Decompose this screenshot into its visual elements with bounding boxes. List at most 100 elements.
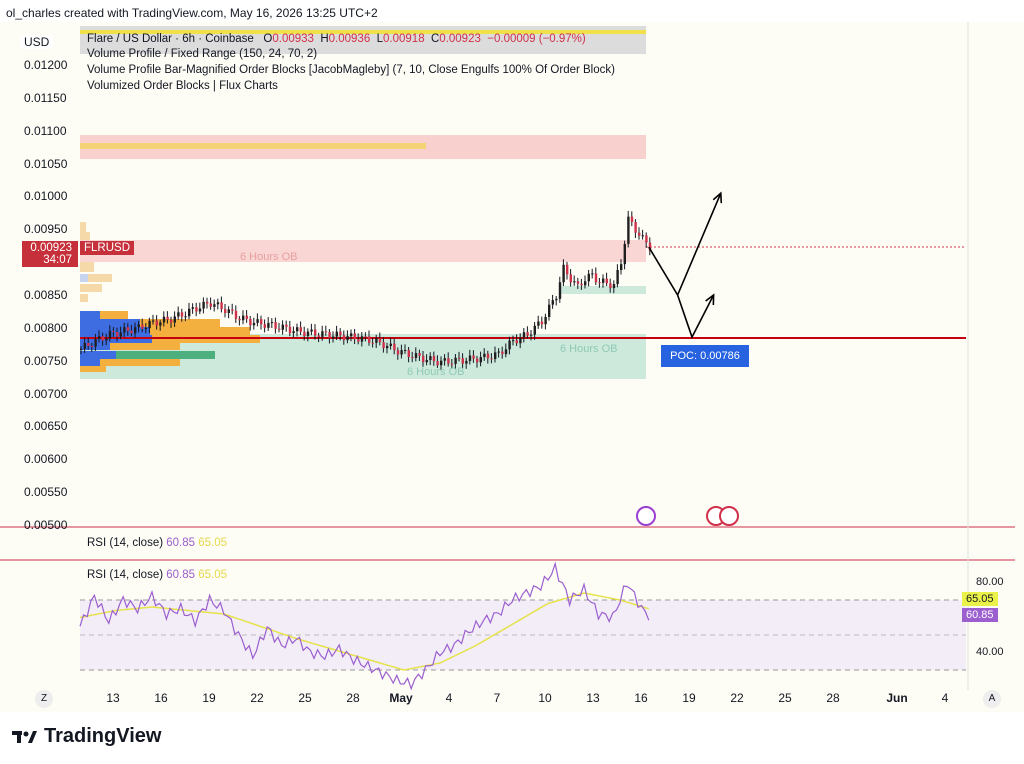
rsi-pane2-label[interactable]: RSI (14, close) 60.85 65.05	[87, 569, 228, 581]
projection-path	[648, 192, 722, 297]
candle-body	[468, 355, 472, 361]
low-value: 0.00918	[383, 33, 425, 45]
candle-body	[231, 309, 234, 311]
candle-body	[537, 321, 540, 326]
candle-body	[580, 283, 583, 286]
candle-body	[119, 332, 122, 337]
candle-body	[166, 316, 169, 320]
candle-body	[558, 282, 562, 299]
candle-body	[206, 301, 209, 304]
candle-body	[148, 320, 151, 329]
rsi-badge: 60.85	[962, 608, 998, 622]
candle-body	[285, 324, 288, 327]
candle-body	[508, 340, 511, 350]
candle-body	[83, 343, 86, 349]
candle-body	[184, 316, 187, 318]
candle-body	[267, 322, 270, 328]
projection-arrowhead	[705, 293, 715, 306]
zoom-button[interactable]: Z	[35, 690, 53, 708]
ob-zone-top-yellow	[80, 143, 426, 149]
candle-body	[476, 358, 479, 363]
candle-body	[360, 336, 364, 342]
candle-body	[108, 331, 112, 339]
candle-body	[422, 355, 425, 363]
y-tick-label: 0.01150	[24, 90, 67, 105]
currency-label[interactable]: USD	[20, 35, 54, 49]
ob-label-1: 6 Hours OB	[240, 251, 298, 263]
candle-body	[288, 326, 292, 334]
candle-body	[335, 331, 338, 337]
x-tick-label: 22	[250, 691, 264, 705]
indicator-flux-charts[interactable]: Volumized Order Blocks | Flux Charts	[87, 80, 278, 92]
candle-body	[440, 360, 443, 366]
ob-zone-resistance	[80, 240, 646, 262]
x-tick-label: 25	[778, 691, 792, 705]
candle-body	[94, 339, 97, 347]
poc-label: POC: 0.00786	[661, 345, 749, 367]
candle-body	[213, 304, 216, 307]
candle-body	[461, 358, 464, 364]
x-tick-label: 19	[202, 691, 216, 705]
candle-body	[630, 216, 634, 222]
y-tick-label: 0.00700	[24, 386, 68, 401]
candle-body	[90, 345, 94, 347]
candle-body	[598, 282, 601, 284]
candle-body	[321, 331, 324, 337]
x-tick-label: 4	[941, 691, 949, 705]
candle-body	[612, 284, 616, 289]
x-tick-label: 13	[586, 691, 600, 705]
candle-body	[134, 327, 137, 334]
candle-body	[576, 281, 580, 284]
candle-body	[483, 353, 486, 358]
auto-scale-button[interactable]: A	[983, 690, 1001, 708]
symbol-title[interactable]: Flare / US Dollar · 6h · Coinbase	[87, 33, 254, 45]
candle-body	[472, 355, 475, 359]
x-tick-label: 28	[826, 691, 840, 705]
y-tick-label: 0.00600	[24, 452, 68, 467]
rsi-pane1-label[interactable]: RSI (14, close) 60.85 65.05	[87, 537, 228, 549]
candle-body	[450, 363, 454, 365]
indicator-volume-profile[interactable]: Volume Profile / Fixed Range (150, 24, 7…	[87, 48, 318, 60]
candle-body	[263, 324, 266, 328]
candle-body	[522, 332, 526, 338]
x-tick-label: 25	[298, 691, 312, 705]
candle-body	[346, 336, 349, 341]
candle-body	[519, 337, 522, 344]
candle-body	[645, 235, 648, 243]
candle-body	[162, 316, 166, 323]
legend: Flare / US Dollar · 6h · Coinbase O0.009…	[80, 26, 646, 54]
x-tick-label: 28	[346, 691, 360, 705]
candle-body	[609, 283, 612, 289]
indicator-order-blocks[interactable]: Volume Profile Bar-Magnified Order Block…	[87, 64, 615, 76]
candle-body	[526, 332, 529, 336]
candle-body	[173, 316, 176, 323]
candle-body	[260, 319, 263, 325]
candle-body	[105, 338, 108, 341]
candle-body	[515, 340, 518, 344]
candle-body	[252, 322, 256, 326]
candle-body	[357, 339, 360, 342]
y-tick-label: 0.00850	[24, 288, 68, 302]
event-icon[interactable]	[636, 506, 656, 526]
candle-body	[602, 278, 605, 283]
candle-body	[501, 351, 504, 355]
candles	[80, 210, 652, 371]
candle-body	[249, 318, 252, 326]
candle-body	[555, 298, 558, 301]
candle-body	[418, 353, 421, 356]
candle-body	[278, 328, 281, 330]
event-icon-us2[interactable]	[719, 506, 739, 526]
candle-body	[465, 360, 468, 364]
candle-body	[494, 352, 497, 360]
symbol-tag: FLRUSD	[80, 241, 135, 255]
candle-body	[533, 325, 536, 335]
candle-body	[386, 345, 389, 349]
candle-body	[123, 327, 126, 333]
candle-body	[404, 349, 407, 351]
tradingview-logo[interactable]: TradingView	[12, 725, 161, 748]
candle-body	[281, 324, 284, 330]
rsi-scale-40: 40.00	[976, 646, 1004, 658]
candle-body	[191, 307, 194, 309]
candle-body	[224, 309, 227, 313]
